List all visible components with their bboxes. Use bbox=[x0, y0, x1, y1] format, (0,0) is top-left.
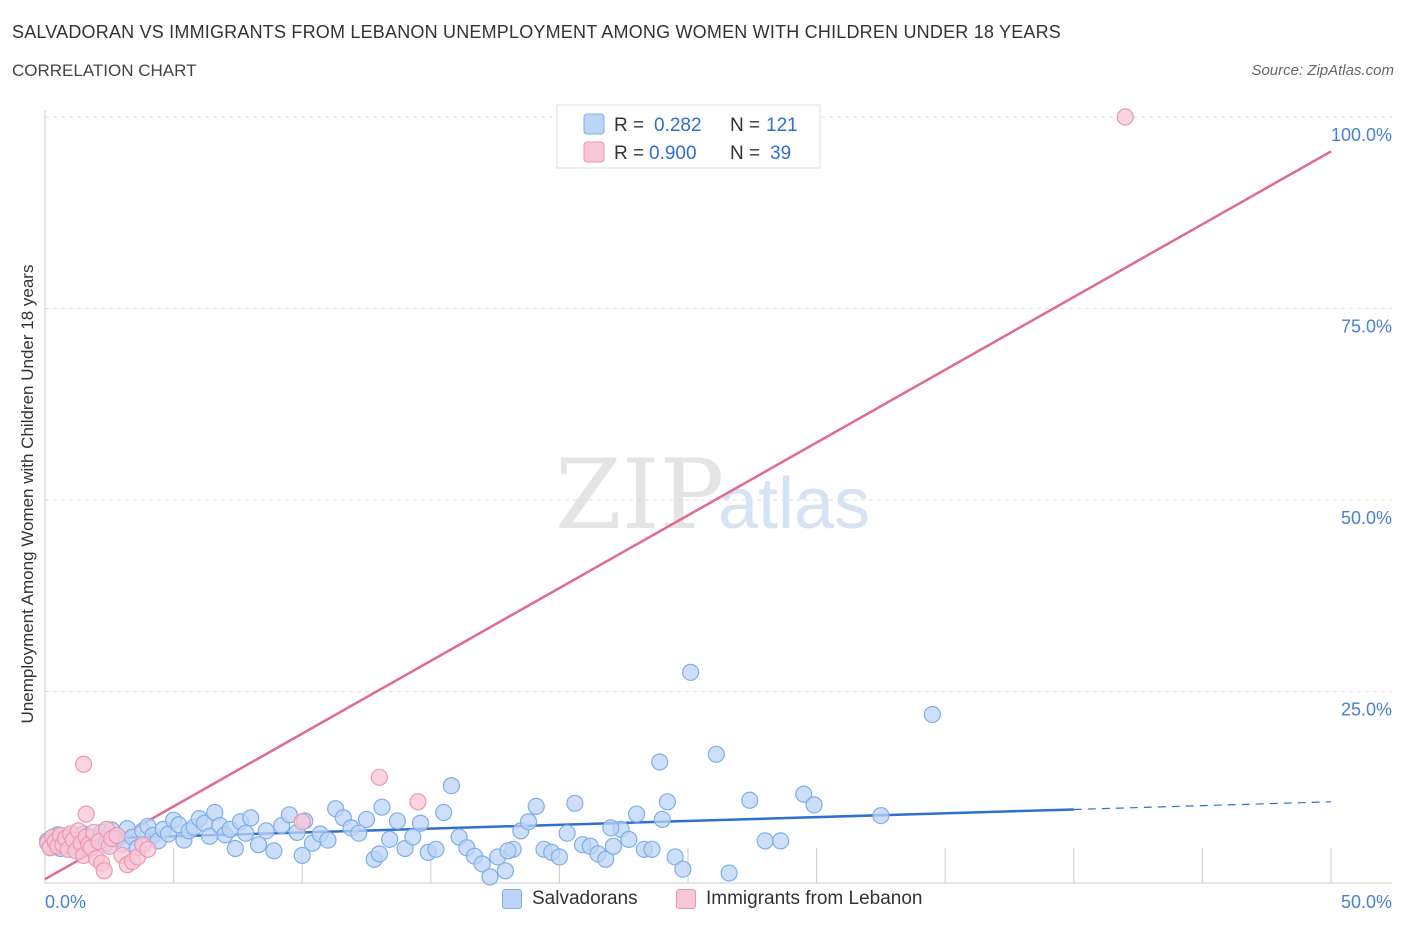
legend-n-value-2: 39 bbox=[770, 143, 791, 164]
source-label: Source: ZipAtlas.com bbox=[1251, 62, 1394, 79]
trend-line-salvadorans-extension bbox=[1073, 801, 1332, 811]
point-salvadorans bbox=[566, 794, 584, 812]
point-salvadorans bbox=[481, 868, 499, 886]
legend-r-value-1: 0.282 bbox=[654, 115, 702, 136]
legend-n-label-2: N = bbox=[730, 143, 760, 164]
point-salvadorans bbox=[381, 830, 399, 848]
point-salvadorans bbox=[427, 840, 445, 858]
point-salvadorans bbox=[499, 842, 517, 860]
legend-item-lebanon: Immigrants from Lebanon bbox=[676, 888, 923, 910]
point-salvadorans bbox=[805, 796, 823, 814]
chart-title: SALVADORAN VS IMMIGRANTS FROM LEBANON UN… bbox=[12, 22, 1062, 42]
legend-label-salvadorans: Salvadorans bbox=[532, 888, 638, 909]
point-salvadorans bbox=[496, 862, 514, 880]
point-salvadorans bbox=[653, 810, 671, 829]
point-salvadorans bbox=[237, 824, 255, 842]
point-salvadorans bbox=[411, 814, 430, 832]
point-salvadorans bbox=[293, 846, 311, 865]
point-lebanon bbox=[293, 813, 311, 831]
point-salvadorans bbox=[558, 824, 576, 842]
x-tick-label-max: 50.0% bbox=[1341, 892, 1392, 912]
point-salvadorans bbox=[795, 785, 813, 803]
legend-swatch-salvadorans-bottom bbox=[502, 889, 522, 909]
point-salvadorans bbox=[741, 791, 759, 809]
point-salvadorans bbox=[226, 839, 244, 858]
point-salvadorans bbox=[519, 813, 538, 831]
point-salvadorans bbox=[473, 855, 491, 873]
point-salvadorans bbox=[404, 828, 422, 846]
legend-top: R = 0.282 N = 121 R = 0.900 N = 39 bbox=[556, 104, 821, 169]
point-salvadorans bbox=[388, 812, 406, 830]
watermark-zip: ZIP bbox=[555, 439, 724, 551]
point-salvadorans bbox=[643, 840, 661, 858]
point-lebanon bbox=[370, 768, 388, 786]
point-lebanon bbox=[108, 826, 126, 845]
y-tick-label: 100.0% bbox=[1331, 125, 1392, 145]
legend-swatch-salvadorans bbox=[583, 113, 605, 135]
point-salvadorans bbox=[257, 822, 275, 840]
point-salvadorans bbox=[627, 805, 646, 823]
chart-subtitle: CORRELATION CHART bbox=[12, 61, 197, 80]
point-lebanon bbox=[74, 755, 93, 773]
point-salvadorans bbox=[442, 777, 460, 795]
legend-label-lebanon: Immigrants from Lebanon bbox=[706, 888, 923, 909]
legend-item-salvadorans: Salvadorans bbox=[502, 888, 638, 910]
point-salvadorans bbox=[550, 848, 569, 866]
legend-swatch-lebanon-bottom bbox=[676, 889, 696, 909]
point-salvadorans bbox=[373, 798, 391, 816]
legend-n-label-1: N = bbox=[730, 115, 760, 136]
point-salvadorans bbox=[370, 845, 388, 863]
point-salvadorans bbox=[350, 824, 368, 842]
point-salvadorans bbox=[357, 810, 376, 829]
y-tick-label: 25.0% bbox=[1341, 700, 1392, 720]
point-salvadorans bbox=[435, 803, 453, 822]
point-salvadorans bbox=[658, 793, 677, 811]
point-salvadorans bbox=[923, 705, 941, 724]
legend-r-label-2: R = bbox=[614, 143, 644, 164]
watermark: ZIP atlas bbox=[555, 439, 870, 551]
x-tick-label-min: 0.0% bbox=[45, 892, 86, 912]
point-salvadorans bbox=[666, 848, 684, 866]
legend-r-value-2: 0.900 bbox=[649, 143, 697, 164]
point-salvadorans bbox=[674, 860, 692, 878]
point-salvadorans bbox=[756, 832, 774, 850]
legend-r-label-1: R = bbox=[614, 115, 644, 136]
legend-n-value-1: 121 bbox=[766, 115, 798, 136]
point-salvadorans bbox=[597, 850, 615, 868]
point-lebanon bbox=[1116, 108, 1134, 126]
point-salvadorans bbox=[872, 806, 890, 825]
y-tick-label: 75.0% bbox=[1341, 317, 1392, 337]
legend-swatch-lebanon bbox=[583, 141, 605, 163]
point-salvadorans bbox=[651, 753, 669, 771]
point-lebanon bbox=[95, 862, 113, 880]
point-lebanon bbox=[139, 840, 157, 858]
point-salvadorans bbox=[527, 797, 545, 816]
point-salvadorans bbox=[681, 663, 700, 681]
trend-line-lebanon bbox=[44, 150, 1332, 881]
y-axis-label: Unemployment Among Women with Children U… bbox=[18, 265, 37, 724]
point-salvadorans bbox=[265, 842, 283, 860]
point-salvadorans bbox=[720, 864, 738, 882]
watermark-atlas: atlas bbox=[718, 464, 870, 544]
point-salvadorans bbox=[602, 819, 620, 837]
point-salvadorans bbox=[319, 831, 337, 849]
y-tick-label: 50.0% bbox=[1341, 508, 1392, 528]
point-lebanon bbox=[77, 805, 95, 823]
point-lebanon bbox=[409, 793, 427, 811]
point-salvadorans bbox=[249, 836, 268, 854]
tick-labels: 100.0% 75.0% 50.0% 25.0% 0.0% 50.0% bbox=[45, 125, 1392, 912]
point-salvadorans bbox=[604, 837, 623, 855]
data-points bbox=[38, 108, 1134, 886]
trend-lines bbox=[44, 150, 1332, 881]
point-salvadorans bbox=[620, 830, 638, 848]
grid bbox=[45, 116, 1392, 692]
point-salvadorans bbox=[707, 745, 725, 763]
point-salvadorans bbox=[242, 809, 260, 827]
point-salvadorans bbox=[771, 832, 790, 850]
